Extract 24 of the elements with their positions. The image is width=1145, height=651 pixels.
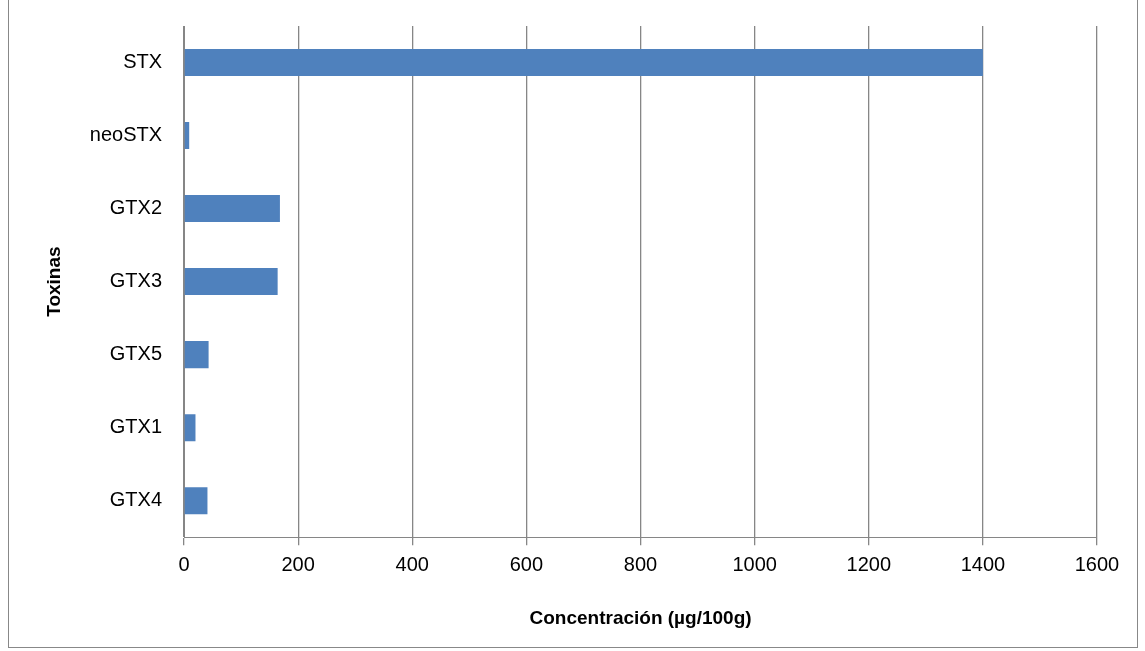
x-tick-label: 1600 xyxy=(1074,552,1120,575)
y-tick-label: GTX2 xyxy=(109,196,163,219)
bar xyxy=(184,414,196,442)
y-axis-title: Toxinas xyxy=(42,246,64,317)
y-tick-label: STX xyxy=(123,50,163,73)
x-tick-label: 600 xyxy=(509,552,544,575)
y-tick-label: GTX3 xyxy=(109,269,163,292)
x-tick-label: 1400 xyxy=(960,552,1006,575)
x-tick-label: 1000 xyxy=(732,552,777,575)
x-tick-label: 400 xyxy=(395,552,429,575)
bar xyxy=(184,49,983,77)
bar xyxy=(184,268,278,296)
x-axis-title: Concentración (µg/100g) xyxy=(529,606,752,628)
x-tick-label: 0 xyxy=(178,552,190,575)
bar xyxy=(184,195,280,223)
y-tick-label: GTX1 xyxy=(109,415,163,438)
bar xyxy=(184,341,209,369)
x-tick-label: 200 xyxy=(281,552,315,575)
y-tick-label: GTX4 xyxy=(109,488,163,511)
y-tick-label: GTX5 xyxy=(109,342,163,365)
y-tick-label: neoSTX xyxy=(89,123,163,146)
x-tick-label: 800 xyxy=(623,552,658,575)
x-tick-label: 1200 xyxy=(846,552,892,575)
bar xyxy=(184,487,208,515)
